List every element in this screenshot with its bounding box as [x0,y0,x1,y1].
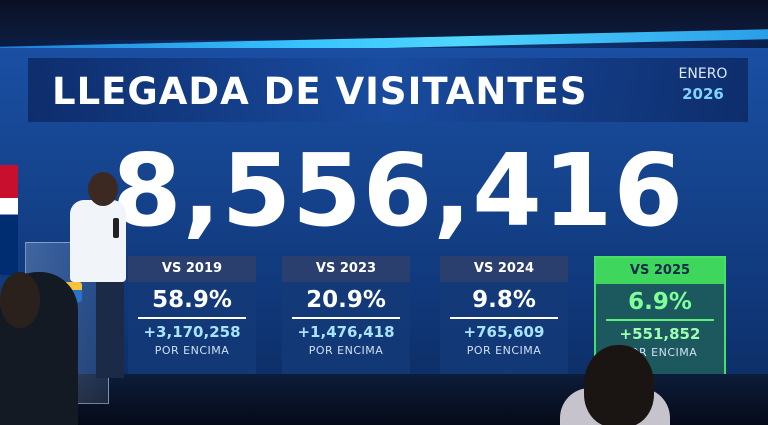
comparison-card-2023: VS 2023 20.9% +1,476,418 POR ENCIMA [282,256,410,374]
card-label: VS 2019 [128,256,256,282]
card-body: 20.9% +1,476,418 POR ENCIMA [282,282,410,374]
card-label: VS 2023 [282,256,410,282]
period-year: 2026 [682,85,724,103]
card-label: VS 2024 [440,256,568,282]
card-note: POR ENCIMA [466,344,542,357]
screen-title: LLEGADA DE VISITANTES [52,70,588,113]
speaker-shirt [70,200,126,282]
card-divider [138,317,246,319]
speaker-legs [96,278,124,378]
card-body: 9.8% +765,609 POR ENCIMA [440,282,568,374]
card-percent: 20.9% [306,287,386,313]
audience-head-left [0,272,40,328]
speaker-head [88,172,118,206]
card-note: POR ENCIMA [308,344,384,357]
total-visitors: 8,556,416 [112,132,685,249]
comparison-card-2024: VS 2024 9.8% +765,609 POR ENCIMA [440,256,568,374]
flag [0,165,18,275]
card-body: 58.9% +3,170,258 POR ENCIMA [128,282,256,374]
card-note: POR ENCIMA [154,344,230,357]
period-month: ENERO [678,66,728,82]
microphone-icon [113,218,119,238]
card-delta: +551,852 [619,325,701,343]
card-divider [606,319,714,321]
card-percent: 6.9% [628,289,692,315]
card-delta: +3,170,258 [143,323,241,341]
card-delta: +1,476,418 [297,323,395,341]
card-percent: 58.9% [152,287,232,313]
card-percent: 9.8% [472,287,536,313]
comparison-card-2025: VS 2025 6.9% +551,852 POR ENCIMA [594,256,726,378]
card-divider [450,317,558,319]
card-divider [292,317,400,319]
title-bar [28,58,748,122]
comparison-card-2019: VS 2019 58.9% +3,170,258 POR ENCIMA [128,256,256,374]
card-label: VS 2025 [596,258,724,284]
card-body: 6.9% +551,852 POR ENCIMA [596,284,724,376]
audience-head-right [584,345,654,425]
card-delta: +765,609 [463,323,545,341]
